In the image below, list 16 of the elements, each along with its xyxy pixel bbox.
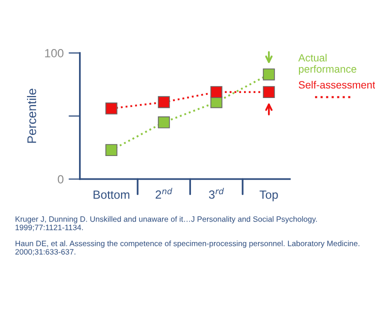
point [105, 102, 118, 114]
point [105, 144, 118, 156]
y-axis-title: Percentile [27, 88, 36, 143]
point [262, 86, 275, 98]
x-tick-label: 2$^{nd}$ [156, 188, 172, 199]
point [158, 96, 170, 108]
point [262, 68, 275, 80]
x-tick-label: 3$^{rd}$ [208, 188, 224, 199]
x-tick-label: Bottom [94, 190, 130, 199]
text: Actual performance [298, 54, 356, 75]
y-tick-label: 100 [45, 49, 64, 58]
text: Self-assessment [298, 80, 375, 89]
x-tick-label: Top [260, 190, 278, 202]
point [210, 86, 222, 98]
point [158, 116, 170, 128]
y-tick-label: 0 [58, 175, 64, 184]
